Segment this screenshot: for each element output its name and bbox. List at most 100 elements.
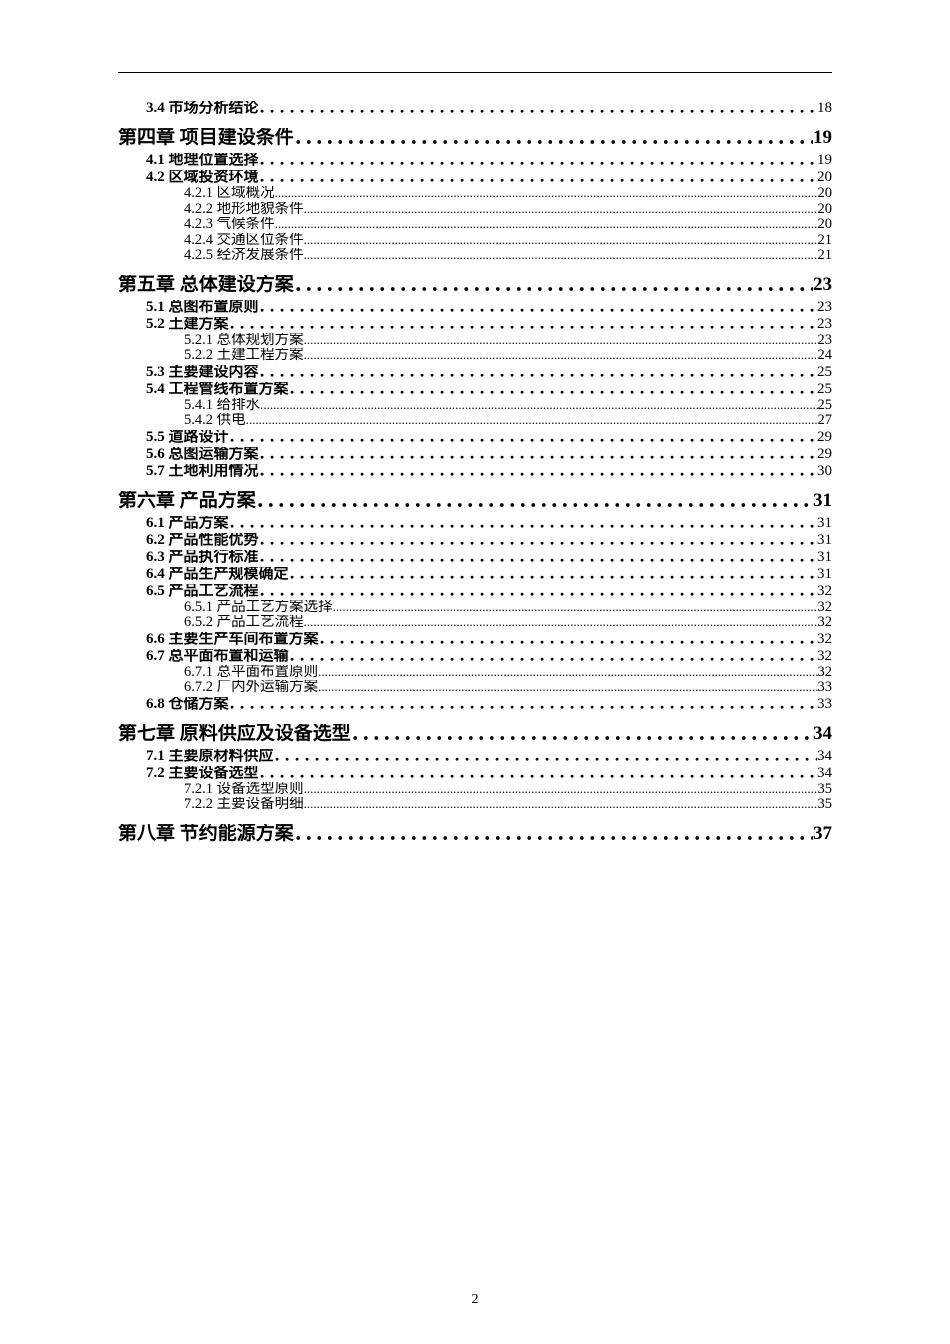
toc-dot-leader: ．．．．．．．．．．．．．．．．．．．．．．．．．．．．．．．．．．．．．．．．… — [259, 170, 817, 185]
toc-row: 4.1 地理位置选择．．．．．．．．．．．．．．．．．．．．．．．．．．．．．．… — [118, 153, 832, 168]
toc-row: 6.7.1 总平面布置原则...........................… — [118, 665, 832, 680]
toc-row: 6.7.2 厂内外运输方案...........................… — [118, 680, 832, 695]
toc-label: 第七章 原料供应及设备选型 — [118, 724, 351, 743]
toc-page: 31 — [817, 516, 832, 531]
toc-row: 第八章 节约能源方案．．．．．．．．．．．．．．．．．．．．．．．．．．．．．．… — [118, 824, 832, 843]
toc-dot-leader: ．．．．．．．．．．．．．．．．．．．．．．．．．．．．．．．．．．．．．．．．… — [259, 153, 817, 168]
toc-dot-leader: ........................................… — [260, 398, 817, 411]
toc-label: 4.2 区域投资环境 — [146, 170, 259, 185]
toc-page: 31 — [817, 567, 832, 582]
toc-page: 27 — [818, 413, 833, 428]
toc-row: 5.4.2 供电................................… — [118, 413, 832, 428]
toc-dot-leader: ．．．．．．．．．．．．．．．．．．．．．．．．．．．．．．．．．．．．．．．．… — [351, 724, 813, 743]
toc-label: 5.4.2 供电 — [184, 413, 246, 428]
toc-dot-leader: ．．．．．．．．．．．．．．．．．．．．．．．．．．．．．．．．．．．．．．．．… — [259, 101, 817, 116]
toc-row: 6.5.2 产品工艺流程............................… — [118, 615, 832, 630]
toc-page: 25 — [817, 382, 832, 397]
toc-dot-leader: ．．．．．．．．．．．．．．．．．．．．．．．．．．．．．．．．．．．．．．．．… — [229, 697, 817, 712]
toc-page: 35 — [818, 782, 833, 797]
toc-page: 35 — [818, 797, 833, 812]
toc-page: 31 — [817, 550, 832, 565]
toc-page: 33 — [818, 680, 833, 695]
toc-dot-leader: ．．．．．．．．．．．．．．．．．．．．．．．．．．．．．．．．．．．．．．．．… — [256, 491, 813, 510]
toc-page: 29 — [817, 447, 832, 462]
toc-page: 32 — [818, 615, 833, 630]
page-number: 2 — [0, 1292, 950, 1308]
toc-label: 6.8 仓储方案 — [146, 697, 229, 712]
toc-dot-leader: ．．．．．．．．．．．．．．．．．．．．．．．．．．．．．．．．．．．．．．．．… — [274, 749, 817, 764]
toc-label: 4.1 地理位置选择 — [146, 153, 259, 168]
toc-row: 7.2.2 主要设备明细............................… — [118, 797, 832, 812]
toc-dot-leader: ........................................… — [275, 217, 818, 230]
toc-label: 第八章 节约能源方案 — [118, 824, 294, 843]
toc-dot-leader: ........................................… — [275, 186, 818, 199]
toc-page: 32 — [818, 665, 833, 680]
toc-row: 6.6 主要生产车间布置方案．．．．．．．．．．．．．．．．．．．．．．．．．．… — [118, 632, 832, 647]
toc-page: 31 — [813, 491, 832, 510]
toc-dot-leader: ．．．．．．．．．．．．．．．．．．．．．．．．．．．．．．．．．．．．．．．．… — [259, 533, 817, 548]
toc-row: 5.7 土地利用情况．．．．．．．．．．．．．．．．．．．．．．．．．．．．．．… — [118, 464, 832, 479]
toc-dot-leader: ........................................… — [304, 233, 818, 246]
toc-page: 33 — [817, 697, 832, 712]
toc-row: 6.2 产品性能优势．．．．．．．．．．．．．．．．．．．．．．．．．．．．．．… — [118, 533, 832, 548]
toc-dot-leader: ........................................… — [304, 248, 818, 261]
toc-page: 31 — [817, 533, 832, 548]
toc-label: 第六章 产品方案 — [118, 491, 256, 510]
toc-label: 6.5.1 产品工艺方案选择 — [184, 600, 333, 615]
toc-row: 7.2 主要设备选型．．．．．．．．．．．．．．．．．．．．．．．．．．．．．．… — [118, 766, 832, 781]
toc-page: 29 — [817, 430, 832, 445]
toc-dot-leader: ．．．．．．．．．．．．．．．．．．．．．．．．．．．．．．．．．．．．．．．．… — [259, 464, 817, 479]
toc-label: 6.1 产品方案 — [146, 516, 229, 531]
document-page: 3.4 市场分析结论．．．．．．．．．．．．．．．．．．．．．．．．．．．．．．… — [0, 0, 950, 1344]
toc-row: 第六章 产品方案．．．．．．．．．．．．．．．．．．．．．．．．．．．．．．．．… — [118, 491, 832, 510]
toc-row: 6.7 总平面布置和运输．．．．．．．．．．．．．．．．．．．．．．．．．．．．… — [118, 649, 832, 664]
toc-row: 7.2.1 设备选型原则............................… — [118, 782, 832, 797]
toc-row: 4.2.3 气候条件..............................… — [118, 217, 832, 232]
toc-row: 4.2.5 经济发展条件............................… — [118, 248, 832, 263]
toc-label: 4.2.1 区域概况 — [184, 186, 275, 201]
toc-page: 18 — [817, 101, 832, 116]
toc-page: 25 — [817, 365, 832, 380]
toc-dot-leader: ．．．．．．．．．．．．．．．．．．．．．．．．．．．．．．．．．．．．．．．．… — [259, 447, 817, 462]
toc-label: 6.4 产品生产规模确定 — [146, 567, 289, 582]
toc-page: 34 — [817, 766, 832, 781]
toc-page: 32 — [818, 600, 833, 615]
toc-page: 23 — [818, 333, 833, 348]
toc-label: 7.2 主要设备选型 — [146, 766, 259, 781]
toc-page: 21 — [818, 233, 833, 248]
toc-page: 20 — [818, 186, 833, 201]
toc-dot-leader: ........................................… — [304, 615, 818, 628]
toc-label: 6.3 产品执行标准 — [146, 550, 259, 565]
toc-dot-leader: ．．．．．．．．．．．．．．．．．．．．．．．．．．．．．．．．．．．．．．．．… — [259, 300, 817, 315]
toc-dot-leader: ........................................… — [304, 333, 818, 346]
toc-row: 第五章 总体建设方案．．．．．．．．．．．．．．．．．．．．．．．．．．．．．．… — [118, 275, 832, 294]
toc-dot-leader: ........................................… — [318, 665, 817, 678]
toc-label: 6.7.1 总平面布置原则 — [184, 665, 318, 680]
toc-page: 32 — [817, 584, 832, 599]
toc-dot-leader: ．．．．．．．．．．．．．．．．．．．．．．．．．．．．．．．．．．．．．．．．… — [259, 365, 817, 380]
toc-page: 34 — [817, 749, 832, 764]
toc-row: 3.4 市场分析结论．．．．．．．．．．．．．．．．．．．．．．．．．．．．．．… — [118, 101, 832, 116]
toc-dot-leader: ．．．．．．．．．．．．．．．．．．．．．．．．．．．．．．．．．．．．．．．．… — [259, 584, 817, 599]
toc-row: 6.8 仓储方案．．．．．．．．．．．．．．．．．．．．．．．．．．．．．．．．… — [118, 697, 832, 712]
toc-dot-leader: ．．．．．．．．．．．．．．．．．．．．．．．．．．．．．．．．．．．．．．．．… — [229, 317, 817, 332]
toc-dot-leader: ........................................… — [246, 413, 818, 426]
toc-page: 24 — [818, 348, 833, 363]
toc-row: 5.4 工程管线布置方案．．．．．．．．．．．．．．．．．．．．．．．．．．．．… — [118, 382, 832, 397]
toc-row: 7.1 主要原材料供应．．．．．．．．．．．．．．．．．．．．．．．．．．．．．… — [118, 749, 832, 764]
toc-label: 6.7.2 厂内外运输方案 — [184, 680, 318, 695]
toc-row: 第四章 项目建设条件．．．．．．．．．．．．．．．．．．．．．．．．．．．．．．… — [118, 128, 832, 147]
toc-dot-leader: ．．．．．．．．．．．．．．．．．．．．．．．．．．．．．．．．．．．．．．．．… — [229, 516, 817, 531]
toc-row: 4.2.2 地形地貌条件............................… — [118, 202, 832, 217]
toc-page: 34 — [813, 724, 832, 743]
toc-label: 5.2 土建方案 — [146, 317, 229, 332]
toc-label: 第五章 总体建设方案 — [118, 275, 294, 294]
toc-label: 5.7 土地利用情况 — [146, 464, 259, 479]
toc-page: 23 — [813, 275, 832, 294]
toc-label: 5.2.1 总体规划方案 — [184, 333, 304, 348]
toc-label: 4.2.5 经济发展条件 — [184, 248, 304, 263]
toc-row: 5.4.1 给排水...............................… — [118, 398, 832, 413]
toc-dot-leader: ．．．．．．．．．．．．．．．．．．．．．．．．．．．．．．．．．．．．．．．．… — [294, 128, 813, 147]
toc-dot-leader: ........................................… — [304, 782, 818, 795]
toc-label: 6.6 主要生产车间布置方案 — [146, 632, 319, 647]
